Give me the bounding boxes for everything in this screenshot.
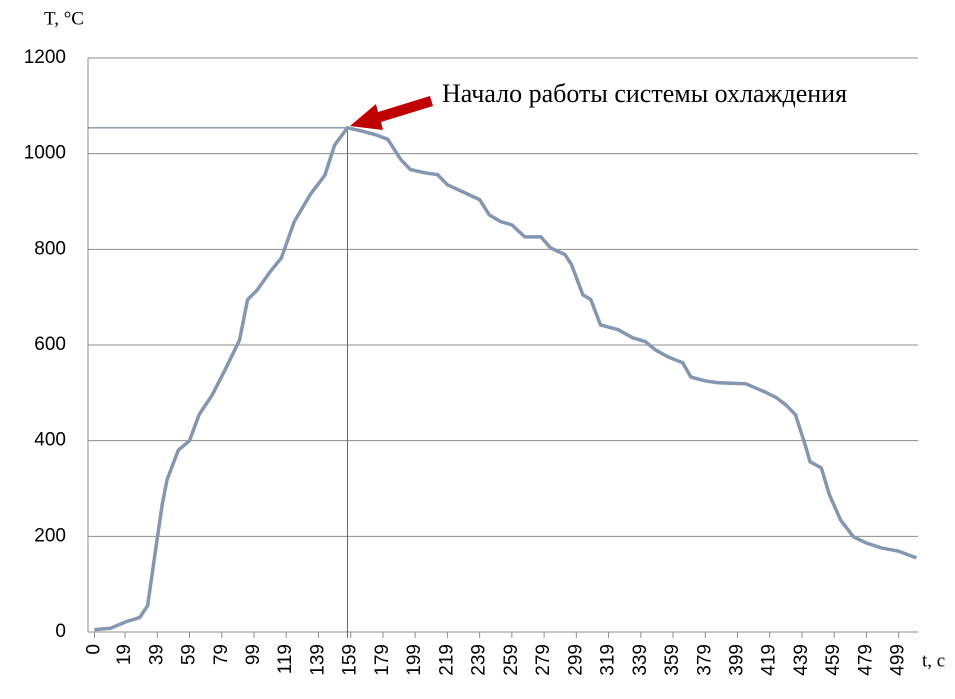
y-tick-label: 0 [55,621,66,642]
x-tick-label: 399 [727,644,748,676]
x-tick-label: 219 [436,644,457,676]
x-tick-label: 79 [211,644,232,665]
y-tick-label: 1200 [24,47,66,68]
y-tick-label: 600 [34,334,66,355]
y-tick-label: 1000 [24,143,66,164]
x-axis-label: t, c [922,650,945,671]
x-tick-label: 379 [694,644,715,676]
x-tick-label: 19 [114,644,135,665]
x-tick-label: 279 [533,644,554,676]
y-tick-label: 800 [34,238,66,259]
data-line [94,126,918,632]
x-tick-label: 479 [855,644,876,676]
x-tick-label: 119 [275,644,296,674]
annotation: Начало работы системы охлаждения [442,79,847,108]
x-tick-label: 99 [243,644,264,665]
x-tick-label: 0 [83,644,104,655]
y-tick-label: 200 [34,525,66,546]
annotation-arrow [350,96,433,130]
x-tick-label: 259 [501,644,522,676]
y-axis-label: T, °C [44,8,84,29]
x-tick-label: 419 [759,644,780,676]
x-tick-label: 179 [372,644,393,676]
x-tick-label: 299 [565,644,586,676]
x-tick-label: 199 [404,644,425,676]
x-tick-label: 39 [146,644,167,665]
x-tick-label: 139 [307,644,328,676]
x-tick-label: 439 [791,644,812,676]
x-tick-label: 499 [888,644,909,676]
y-tick-label: 400 [34,430,66,451]
x-tick-label: 59 [179,644,200,665]
x-tick-label: 359 [662,644,683,676]
x-tick-label: 319 [598,644,619,676]
x-tick-label: 239 [469,644,490,676]
x-tick-label: 159 [340,644,361,676]
x-tick-label: 459 [823,644,844,676]
x-tick-label: 339 [630,644,651,676]
